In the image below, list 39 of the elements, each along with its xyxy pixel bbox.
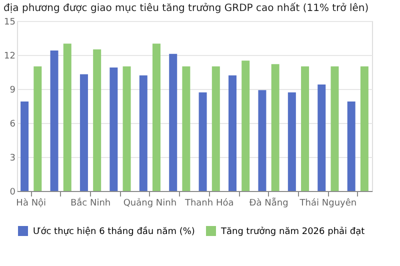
y-tick-label: 3 <box>10 154 16 164</box>
bar <box>20 101 29 191</box>
bar <box>80 74 88 191</box>
bar <box>301 66 310 191</box>
x-tick-label: Quảng Ninh <box>123 198 177 208</box>
bar <box>360 66 368 191</box>
y-tick-label: 15 <box>4 18 16 28</box>
bar <box>34 66 42 191</box>
bar <box>288 92 296 191</box>
bar <box>50 50 58 191</box>
y-tick-label: 0 <box>10 188 16 198</box>
x-tick-label: Hà Nội <box>16 198 46 208</box>
legend-label: Tăng trưởng năm 2026 phải đạt <box>220 226 366 237</box>
x-tick-label: Thanh Hóa <box>184 198 234 208</box>
bar <box>122 66 131 191</box>
bar <box>152 44 160 191</box>
bar <box>169 54 178 191</box>
bar <box>212 66 220 191</box>
x-tick-label: Đà Nẵng <box>249 198 288 208</box>
bar <box>242 60 250 191</box>
bar <box>139 75 148 191</box>
bar <box>228 75 237 191</box>
y-tick-label: 6 <box>10 120 16 130</box>
legend-label: Ước thực hiện 6 tháng đầu năm (%) <box>33 226 195 237</box>
bar <box>198 92 207 191</box>
bar <box>258 90 266 191</box>
chart-title: địa phương được giao mục tiêu tăng trưởng GRDP cao nhất (11% trở lên) <box>4 2 369 14</box>
bar <box>330 66 339 191</box>
bar <box>318 84 326 191</box>
bar <box>93 49 102 191</box>
x-tick-label: Thái Nguyên <box>298 198 357 208</box>
y-tick-label: 12 <box>4 52 16 62</box>
bar <box>63 44 72 191</box>
x-tick-label: Bắc Ninh <box>70 198 111 208</box>
bar <box>110 67 118 191</box>
bar <box>347 101 356 191</box>
bar <box>182 66 190 191</box>
y-tick-label: 9 <box>10 86 16 96</box>
bar <box>271 64 280 191</box>
